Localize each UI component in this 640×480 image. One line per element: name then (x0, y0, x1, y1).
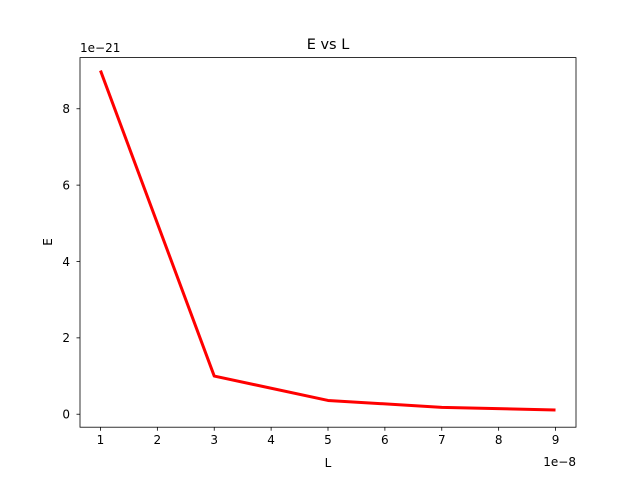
x-offset-label: 1e−8 (543, 455, 576, 469)
y-tick-label: 6 (62, 178, 70, 192)
y-axis: 0 2 4 6 8 (62, 102, 80, 422)
y-offset-label: 1e−21 (80, 41, 120, 55)
x-tick-label: 1 (97, 433, 105, 447)
y-tick-label: 4 (62, 255, 70, 269)
x-axis-label: L (325, 456, 332, 470)
x-tick-label: 3 (210, 433, 218, 447)
y-tick-label: 0 (62, 408, 70, 422)
x-axis: 1 2 3 4 5 6 7 8 9 (97, 427, 560, 447)
x-tick-label: 7 (438, 433, 446, 447)
chart-title: E vs L (307, 37, 350, 53)
x-tick-label: 9 (552, 433, 560, 447)
x-tick-label: 5 (324, 433, 332, 447)
y-axis-label: E (41, 238, 55, 246)
plot-area (99, 70, 556, 412)
series-line-0 (99, 70, 556, 412)
y-tick-label: 2 (62, 331, 70, 345)
x-tick-label: 2 (154, 433, 162, 447)
y-tick-label: 8 (62, 102, 70, 116)
x-tick-label: 6 (381, 433, 389, 447)
x-tick-label: 4 (267, 433, 275, 447)
x-tick-label: 8 (495, 433, 503, 447)
